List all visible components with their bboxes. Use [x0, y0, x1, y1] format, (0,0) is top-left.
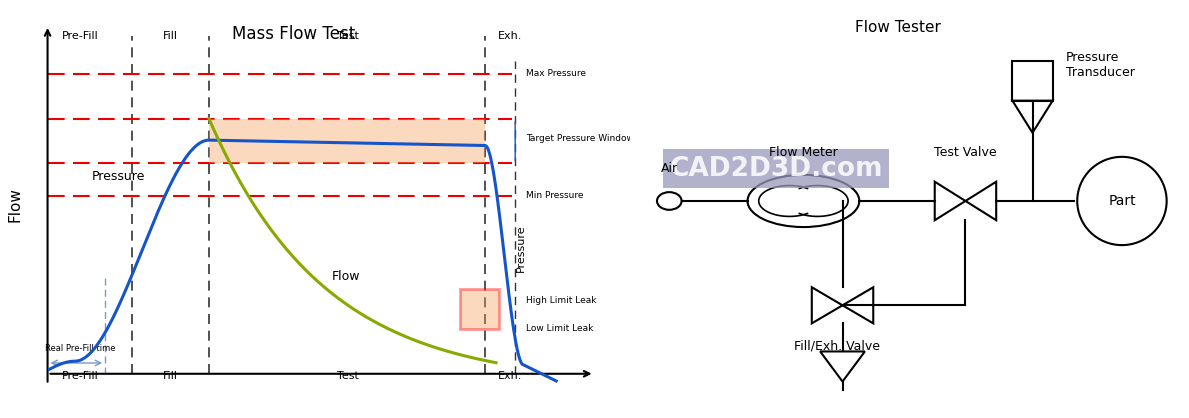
Text: High Limit Leak: High Limit Leak [526, 296, 597, 305]
Text: Pressure
Transducer: Pressure Transducer [1067, 51, 1135, 79]
Text: CAD2D3D.com: CAD2D3D.com [669, 156, 882, 182]
Text: Test: Test [338, 31, 359, 41]
Text: Mass Flow Test: Mass Flow Test [232, 25, 356, 43]
Text: Part: Part [1108, 194, 1135, 208]
Text: Pressure: Pressure [516, 224, 526, 272]
Text: Pre-Fill: Pre-Fill [62, 371, 99, 381]
Text: Fill: Fill [163, 371, 178, 381]
Text: Flow: Flow [332, 270, 360, 283]
Text: Low Limit Leak: Low Limit Leak [526, 324, 593, 333]
Text: Pressure: Pressure [92, 170, 145, 183]
Text: Fill/Exh. Valve: Fill/Exh. Valve [794, 339, 880, 352]
Bar [209, 119, 485, 163]
Text: Pre-Fill: Pre-Fill [62, 31, 99, 41]
Text: Target Pressure Window: Target Pressure Window [526, 134, 634, 143]
Text: Flow: Flow [7, 187, 23, 222]
Bar [1012, 61, 1052, 101]
Text: Fill: Fill [163, 31, 178, 41]
Text: Min Pressure: Min Pressure [526, 191, 584, 200]
Text: Max Pressure: Max Pressure [526, 69, 586, 78]
Text: Real Pre-Fill time: Real Pre-Fill time [45, 344, 115, 353]
Text: Exh.: Exh. [497, 31, 522, 41]
Text: Test Valve: Test Valve [935, 146, 996, 159]
Text: Flow Meter: Flow Meter [769, 146, 838, 159]
Text: Air: Air [661, 162, 678, 175]
Text: Exh.: Exh. [497, 371, 522, 381]
Text: Flow Tester: Flow Tester [855, 20, 942, 36]
Bar [460, 289, 499, 329]
Text: Test: Test [338, 371, 359, 381]
